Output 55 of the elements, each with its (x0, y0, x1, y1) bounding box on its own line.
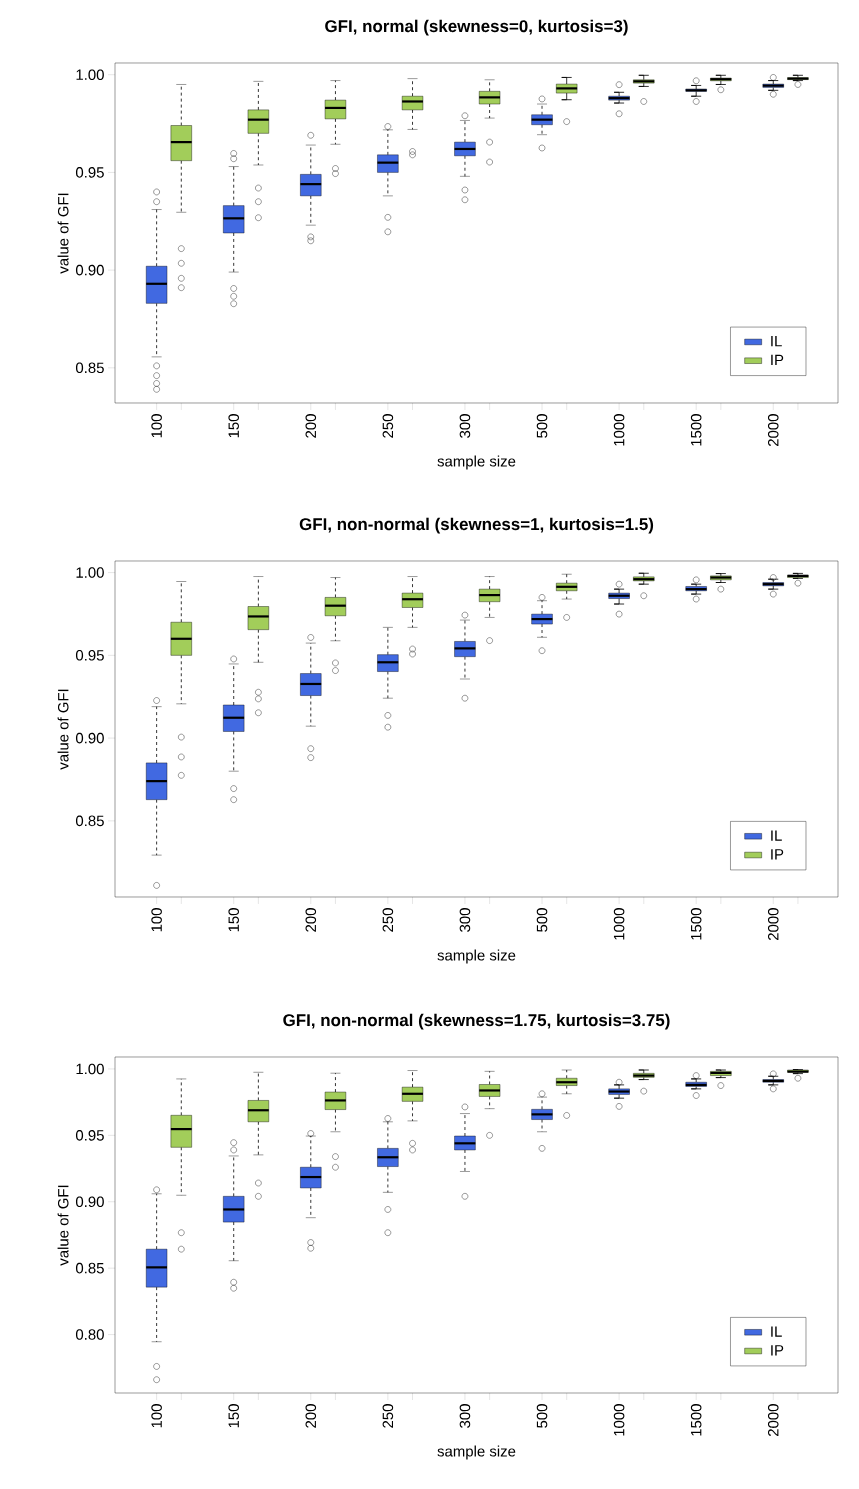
legend-label: IL (771, 830, 782, 841)
x-tick-label: 1000 (613, 1404, 625, 1436)
x-tick-label: 300 (459, 908, 471, 932)
x-tick-label: 1000 (613, 908, 625, 940)
y-tick-label: 0.95 (75, 1130, 104, 1141)
x-tick-label: 100 (151, 414, 162, 438)
x-tick-label: 100 (151, 1404, 162, 1428)
y-axis-title: value of GFI (57, 193, 69, 274)
legend-label: IL (771, 1326, 782, 1337)
x-tick-label: 200 (305, 1404, 317, 1428)
y-tick-label: 1.00 (76, 567, 104, 578)
y-tick-label: 0.90 (75, 1196, 104, 1208)
y-tick-label: 1.00 (76, 1063, 104, 1075)
x-axis-title: sample size (437, 1445, 516, 1460)
y-tick-label: 0.85 (75, 1262, 104, 1274)
legend-label: IP (771, 849, 784, 860)
chart-title: GFI, normal (skewness=0, kurtosis=3) (325, 19, 628, 36)
x-tick-label: 500 (536, 1404, 548, 1428)
x-tick-label: 500 (536, 908, 548, 932)
legend-label: IP (771, 354, 784, 366)
x-tick-label: 500 (536, 414, 548, 438)
x-tick-label: 1500 (690, 414, 702, 446)
y-tick-label: 0.85 (75, 815, 104, 827)
x-tick-label: 300 (459, 1404, 471, 1428)
y-axis-title: value of GFI (57, 689, 69, 770)
y-tick-label: 0.80 (75, 1329, 104, 1340)
x-tick-label: 2000 (767, 1404, 779, 1437)
x-axis-title: sample size (437, 949, 516, 964)
y-axis-title: value of GFI (57, 1185, 69, 1266)
x-axis-title: sample size (437, 455, 516, 470)
y-tick-label: 0.90 (75, 264, 104, 276)
x-tick-label: 150 (228, 1404, 239, 1428)
legend-label: IP (771, 1345, 784, 1356)
chart-title: GFI, non-normal (skewness=1.75, kurtosis=3.75) (283, 1013, 670, 1030)
x-tick-label: 1000 (613, 414, 625, 446)
x-tick-label: 150 (228, 908, 239, 932)
x-tick-label: 200 (305, 414, 317, 438)
x-tick-label: 150 (228, 414, 239, 438)
x-tick-label: 100 (151, 908, 162, 932)
x-tick-label: 300 (459, 414, 471, 438)
y-tick-label: 1.00 (76, 69, 104, 80)
x-tick-label: 2000 (767, 908, 779, 941)
x-tick-label: 250 (382, 414, 394, 438)
legend-label: IL (771, 336, 782, 347)
x-tick-label: 1500 (690, 1404, 702, 1436)
y-tick-label: 0.90 (75, 732, 104, 744)
y-tick-label: 0.95 (75, 167, 104, 178)
x-tick-label: 2000 (767, 414, 779, 446)
chart-title: GFI, non-normal (skewness=1, kurtosis=1.5) (299, 517, 654, 534)
y-tick-label: 0.85 (75, 362, 104, 374)
x-tick-label: 250 (382, 1404, 394, 1428)
x-tick-label: 200 (305, 908, 317, 932)
x-tick-label: 250 (382, 908, 394, 932)
x-tick-label: 1500 (690, 908, 702, 940)
y-tick-label: 0.95 (75, 650, 104, 661)
